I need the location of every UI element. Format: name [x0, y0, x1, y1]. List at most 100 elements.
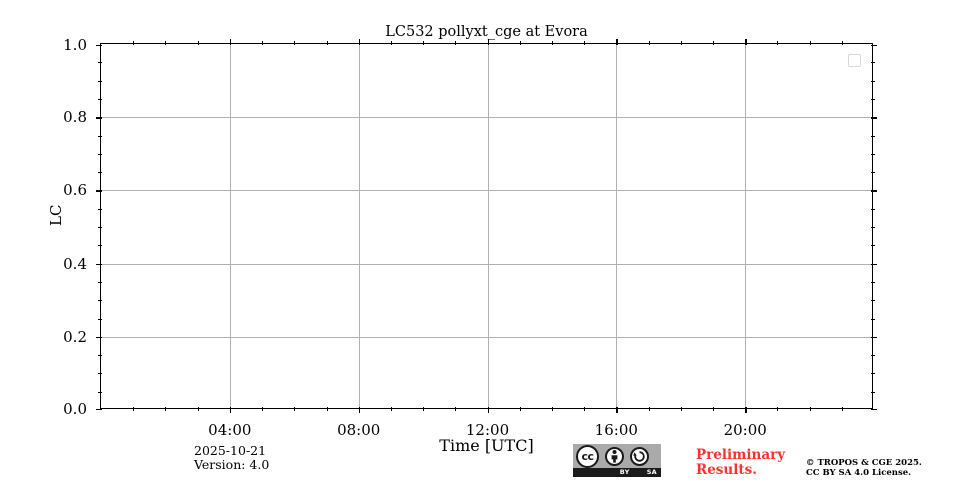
x-tick-minor — [841, 407, 843, 411]
y-tick-label: 0.8 — [63, 108, 87, 127]
legend-box[interactable] — [848, 54, 861, 67]
cc-license-terms-strip: BY SA — [573, 468, 661, 477]
x-tick-major: 12:00 — [466, 407, 509, 439]
y-tick-minor-right — [871, 227, 875, 228]
y-tick-major-right — [871, 263, 877, 265]
x-tick-minor-top — [713, 41, 714, 45]
y-tick-minor — [98, 373, 102, 375]
x-tick-minor — [423, 407, 425, 411]
x-tick-minor — [680, 407, 682, 411]
y-tick-label: 1.0 — [63, 36, 87, 54]
y-tick-minor-right — [871, 172, 875, 174]
y-tick-minor-right — [871, 98, 875, 100]
cc-sharealike-icon — [630, 446, 649, 466]
cc-badge-icons: cc — [573, 444, 661, 468]
y-tick-major-right — [871, 45, 877, 47]
x-tick-minor-top — [165, 41, 167, 45]
gridline-horizontal — [101, 336, 872, 338]
cc-logo-icon: cc — [576, 444, 599, 468]
x-tick-major: 08:00 — [337, 407, 380, 439]
x-tick-minor — [809, 407, 811, 411]
y-tick-minor — [98, 355, 102, 357]
x-tick-minor — [648, 407, 650, 411]
x-tick-minor-top — [326, 41, 328, 45]
gridline-horizontal — [101, 263, 872, 265]
y-tick-minor — [98, 172, 102, 174]
y-tick-minor-right — [871, 281, 875, 283]
gridline-vertical — [745, 44, 747, 408]
y-tick-major: 0.6 — [63, 181, 102, 199]
x-tick-minor-top — [777, 41, 779, 45]
gridline-vertical — [358, 44, 360, 408]
x-tick-minor-top — [262, 41, 263, 45]
x-tick-minor — [197, 407, 199, 411]
y-tick-minor — [98, 281, 102, 283]
gridline-vertical — [616, 44, 618, 408]
x-tick-minor-top — [584, 41, 586, 45]
cc-attribution-person-icon — [605, 446, 624, 466]
y-tick-label: 0.0 — [63, 400, 87, 418]
x-tick-minor-top — [648, 41, 650, 45]
y-tick-major-right — [871, 409, 877, 411]
preliminary-line-2: Results. — [696, 462, 757, 478]
y-tick-minor-right — [871, 245, 875, 247]
y-tick-minor-right — [871, 391, 875, 393]
software-version: Version: 4.0 — [194, 457, 270, 472]
x-tick-minor-top — [552, 41, 553, 45]
x-tick-minor — [584, 407, 586, 411]
y-tick-label: 0.4 — [63, 254, 87, 273]
y-tick-minor — [98, 300, 102, 302]
y-tick-major: 0.2 — [63, 328, 102, 346]
x-tick-major-top — [745, 39, 747, 45]
y-tick-major: 0.8 — [63, 108, 102, 126]
y-tick-major-right — [871, 336, 877, 339]
y-tick-major-right — [871, 190, 877, 192]
x-tick-minor — [390, 407, 392, 411]
preliminary-results-warning: Preliminary Results. — [696, 448, 785, 478]
y-tick-label: 0.2 — [63, 327, 87, 346]
measurement-date: 2025-10-21 — [194, 443, 267, 458]
y-tick-minor-right — [871, 153, 875, 155]
y-tick-minor-right — [871, 318, 875, 320]
gridline-vertical — [487, 44, 489, 408]
plot-area: 0.0 0.2 0.4 0.6 0.8 1.0 04:00 08:00 — [63, 36, 877, 439]
x-tick-major: 04:00 — [208, 407, 251, 439]
x-tick-label: 04:00 — [208, 421, 252, 439]
x-tick-minor — [552, 407, 553, 411]
y-tick-minor — [98, 80, 102, 82]
x-tick-minor-top — [455, 41, 457, 45]
y-tick-minor — [98, 153, 102, 155]
chart-title: LC532 pollyxt_cge at Evora — [385, 24, 588, 40]
y-tick-minor-right — [871, 135, 875, 137]
y-tick-label: 0.6 — [63, 181, 87, 200]
x-tick-label: 20:00 — [723, 421, 767, 439]
y-tick-major: 1.0 — [63, 36, 102, 54]
x-tick-minor — [326, 407, 328, 411]
y-tick-major-right — [871, 117, 877, 119]
y-tick-minor-right — [871, 355, 875, 357]
copyright-line-2: CC BY SA 4.0 License. — [806, 468, 912, 478]
x-tick-minor — [713, 407, 714, 411]
gridline-horizontal — [101, 117, 872, 119]
copyright-line-1: © TROPOS & CGE 2025. — [806, 458, 922, 468]
x-tick-label: 12:00 — [465, 421, 510, 439]
x-tick-minor-top — [294, 41, 296, 45]
y-tick-minor — [98, 135, 102, 137]
y-tick-minor-right — [871, 80, 875, 82]
x-tick-minor-top — [133, 41, 135, 45]
y-tick-minor — [98, 227, 102, 228]
gridline-horizontal — [101, 190, 872, 192]
x-tick-major: 16:00 — [595, 407, 638, 439]
y-tick-minor-right — [871, 208, 875, 210]
cc-by-label: BY — [619, 468, 630, 476]
y-tick-major: 0.4 — [63, 255, 102, 273]
x-tick-minor — [777, 407, 779, 411]
y-tick-minor-right — [871, 62, 875, 64]
x-axis-label: Time [UTC] — [439, 436, 534, 455]
y-tick-minor — [98, 318, 102, 320]
x-tick-minor-top — [390, 41, 392, 45]
gridline-vertical — [229, 44, 231, 408]
x-tick-minor-top — [423, 41, 425, 45]
x-tick-minor — [262, 407, 263, 411]
